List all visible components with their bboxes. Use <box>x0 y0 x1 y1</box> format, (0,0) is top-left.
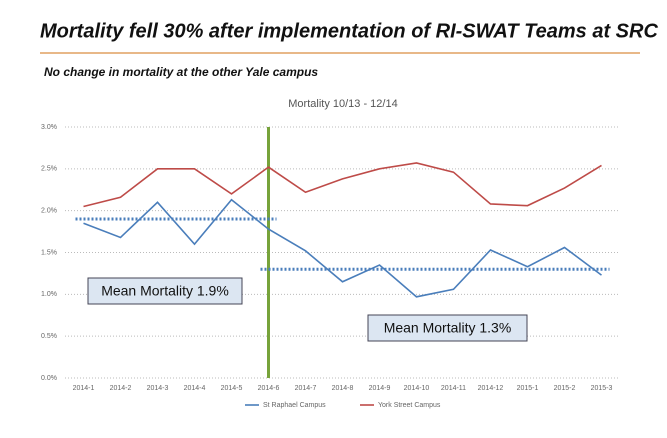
x-tick-label: 2014-8 <box>332 385 354 392</box>
x-tick-label: 2014-5 <box>221 385 243 392</box>
series-line <box>83 198 602 298</box>
y-tick-label: 0.5% <box>41 333 57 340</box>
x-tick-label: 2014-2 <box>110 385 132 392</box>
mean-label-box <box>367 314 528 342</box>
x-tick-label: 2014-7 <box>295 385 317 392</box>
mean-label: Mean Mortality 1.9% <box>101 283 229 299</box>
x-tick-label: 2015-3 <box>591 385 613 392</box>
mean-label-box <box>87 277 243 305</box>
x-tick-label: 2014-12 <box>478 385 504 392</box>
x-tick-label: 2014-4 <box>184 385 206 392</box>
legend-label: York Street Campus <box>378 402 441 409</box>
subtitle: No change in mortality at the other Yale… <box>44 65 318 79</box>
x-tick-label: 2014-11 <box>441 385 466 392</box>
y-tick-label: 1.5% <box>41 249 57 256</box>
x-tick-label: 2014-3 <box>147 385 169 392</box>
mean-label: Mean Mortality 1.3% <box>384 320 512 336</box>
x-tick-label: 2014-6 <box>258 385 280 392</box>
y-tick-label: 3.0% <box>41 124 57 131</box>
x-tick-label: 2014-10 <box>404 385 430 392</box>
series-line <box>83 162 602 208</box>
y-tick-label: 2.5% <box>41 166 57 173</box>
headline: Mortality fell 30% after implementation … <box>40 20 658 42</box>
chart-title: Mortality 10/13 - 12/14 <box>288 98 397 110</box>
y-tick-label: 2.0% <box>41 208 57 215</box>
x-tick-label: 2015-2 <box>554 385 576 392</box>
x-tick-label: 2014-9 <box>369 385 391 392</box>
y-tick-label: 1.0% <box>41 291 57 298</box>
y-tick-label: 0.0% <box>41 375 57 382</box>
x-tick-label: 2015-1 <box>517 385 539 392</box>
x-tick-label: 2014-1 <box>73 385 95 392</box>
legend-label: St Raphael Campus <box>263 402 326 409</box>
